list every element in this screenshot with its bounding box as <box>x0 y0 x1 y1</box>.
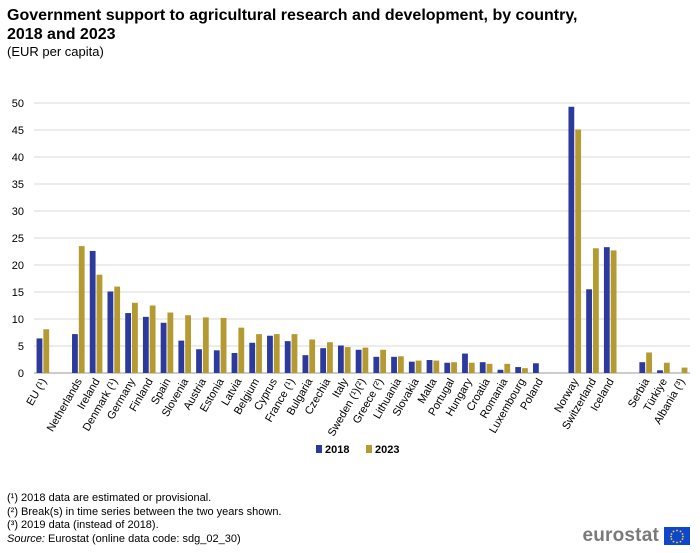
bar-2023 <box>592 248 599 373</box>
bar-2018 <box>302 355 309 373</box>
source-line: Source: Eurostat (online data code: sdg_… <box>7 533 282 547</box>
bar-2023 <box>663 362 670 373</box>
y-tick-label: 5 <box>18 341 24 353</box>
bar-2018 <box>373 356 380 373</box>
chart-title: Government support to agricultural resea… <box>7 7 578 43</box>
bar-2018 <box>355 349 362 373</box>
bar-2018 <box>107 291 114 373</box>
y-tick-label: 15 <box>12 287 24 299</box>
bar-2023 <box>96 274 103 373</box>
bar-2018 <box>639 362 646 373</box>
bar-2018 <box>89 250 96 373</box>
y-tick-label: 20 <box>12 260 24 272</box>
bar-2018 <box>408 361 415 373</box>
bar-2018 <box>479 362 486 373</box>
bar-2018 <box>426 360 433 373</box>
footnote-2: (²) Break(s) in time series between the … <box>7 505 282 518</box>
y-tick-label: 0 <box>18 368 24 380</box>
y-tick-label: 45 <box>12 125 24 137</box>
eu-flag-icon <box>664 527 690 545</box>
bar-2018 <box>36 338 43 373</box>
bar-2023 <box>451 362 457 373</box>
bar-2018 <box>568 106 575 373</box>
bar-2018 <box>231 353 238 373</box>
bar-2018 <box>196 349 202 373</box>
bar-2023 <box>185 315 192 373</box>
bar-2023 <box>362 347 369 373</box>
bar-2018 <box>142 316 149 373</box>
bar-2023 <box>380 349 387 373</box>
y-tick-label: 30 <box>12 206 24 218</box>
bar-2018 <box>249 342 256 373</box>
bar-2023 <box>415 360 422 373</box>
bar-2018 <box>284 341 291 373</box>
bar-2018 <box>178 340 185 373</box>
bar-2023 <box>238 327 245 373</box>
bar-2023 <box>504 363 511 373</box>
bar-2023 <box>309 339 316 373</box>
bar-2018 <box>462 353 468 373</box>
bar-2023 <box>397 356 404 373</box>
source-text: Eurostat (online data code: sdg_02_30) <box>47 532 241 545</box>
bar-2023 <box>433 360 440 373</box>
bar-2023 <box>522 368 528 373</box>
bar-2023 <box>575 129 582 373</box>
legend-swatch <box>316 445 322 453</box>
footnote-1: (¹) 2018 data are estimated or provision… <box>7 492 212 504</box>
bar-2023 <box>132 302 138 373</box>
bar-2018 <box>125 313 132 373</box>
footnote-3: (³) 2019 data (instead of 2018). <box>7 519 159 531</box>
y-tick-label: 10 <box>12 314 24 326</box>
bar-2023 <box>468 362 475 373</box>
y-tick-label: 25 <box>12 233 24 245</box>
footnotes: (¹) 2018 data are estimated or provision… <box>7 492 282 546</box>
chart-subtitle: (EUR per capita) <box>7 44 104 59</box>
legend-label: 2018 <box>325 444 349 456</box>
bar-2023 <box>486 363 493 373</box>
bar-2023 <box>149 305 156 373</box>
logo-text: eurostat <box>582 525 659 546</box>
bar-2023 <box>273 334 280 373</box>
bar-2018 <box>391 356 397 373</box>
bar-2023 <box>167 312 174 373</box>
source-label: Source: <box>7 532 45 545</box>
bar-2023 <box>220 317 227 373</box>
bar-2018 <box>160 322 167 373</box>
bar-2023 <box>327 342 333 373</box>
bar-2018 <box>497 369 504 373</box>
bar-2023 <box>681 367 688 373</box>
bar-2023 <box>114 286 121 373</box>
eurostat-logo: eurostat <box>582 525 690 547</box>
bar-2023 <box>256 334 262 373</box>
bar-2018 <box>72 334 78 373</box>
y-tick-label: 40 <box>12 152 24 164</box>
bar-2023 <box>610 250 617 373</box>
legend-swatch <box>366 445 372 453</box>
bar-2018 <box>603 247 610 373</box>
bar-2023 <box>291 334 298 373</box>
bar-2018 <box>320 348 327 373</box>
bar-2018 <box>532 363 539 373</box>
bar-2023 <box>78 246 85 373</box>
x-tick-label: EU (¹) <box>24 377 49 408</box>
bar-2023 <box>646 352 652 373</box>
bar-2018 <box>586 289 592 373</box>
y-tick-label: 35 <box>12 179 24 191</box>
bar-2018 <box>267 335 273 373</box>
bar-2023 <box>43 329 50 373</box>
bar-2018 <box>337 345 344 373</box>
bar-2023 <box>202 317 209 373</box>
bar-2018 <box>657 370 663 373</box>
legend-label: 2023 <box>375 444 399 456</box>
bar-2018 <box>515 367 522 373</box>
bar-2023 <box>344 347 351 373</box>
bar-2018 <box>444 362 451 373</box>
bar-2018 <box>213 350 220 373</box>
y-tick-label: 50 <box>12 98 24 110</box>
